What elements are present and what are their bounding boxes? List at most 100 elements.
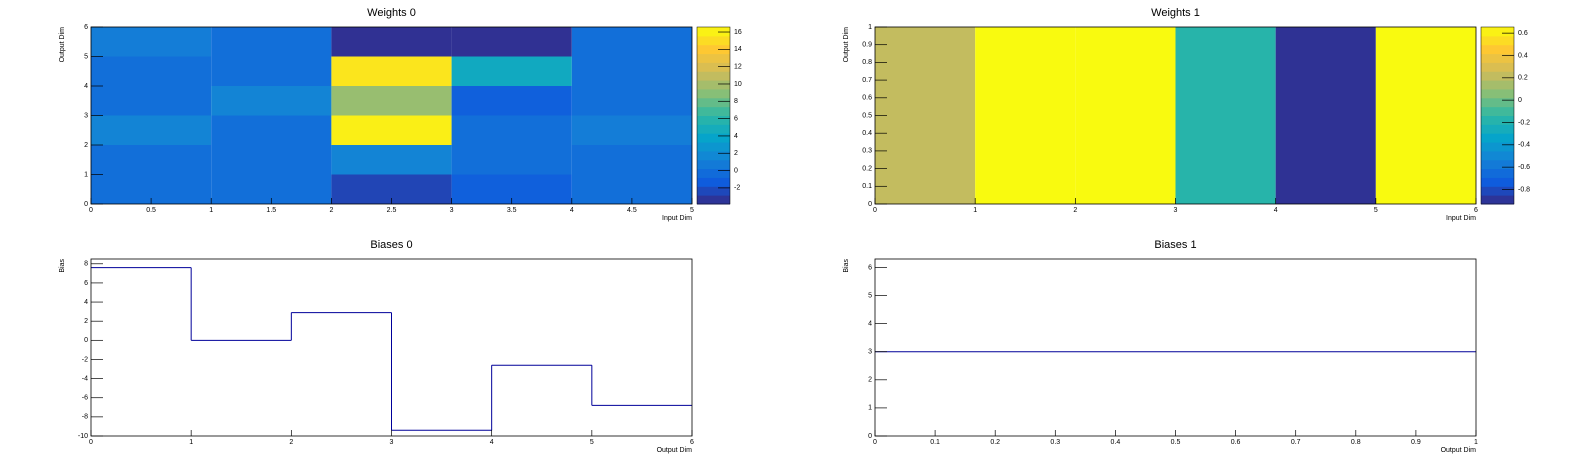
x-tick-label: 2: [289, 439, 293, 446]
heatmap-cell: [1175, 27, 1276, 204]
y-tick-label: 5: [868, 292, 872, 299]
x-tick-label: 2.5: [387, 207, 397, 214]
colorbar-band: [697, 62, 730, 72]
y-tick-label: 8: [84, 261, 88, 268]
colorbar-tick-label: 2: [734, 150, 738, 157]
heatmap-cell: [571, 86, 692, 116]
y-tick-label: 2: [868, 377, 872, 384]
y-tick-label: 0.6: [862, 95, 872, 102]
colorbar-tick-label: 0.4: [1518, 52, 1528, 59]
y-tick-label: 6: [84, 280, 88, 287]
heatmap-cell: [211, 56, 332, 86]
colorbar-tick-label: -2: [734, 185, 740, 192]
x-tick-label: 3: [390, 439, 394, 446]
colorbar-tick-label: 16: [734, 29, 742, 36]
y-tick-label: 0: [868, 201, 872, 208]
y-tick-label: 4: [84, 83, 88, 90]
heatmap-cell: [1075, 27, 1176, 204]
heatmap-cell: [451, 56, 572, 86]
x-tick-label: 0.6: [1231, 439, 1241, 446]
x-tick-label: 1: [1474, 439, 1478, 446]
x-tick-label: 3: [450, 207, 454, 214]
y-tick-label: 1: [868, 405, 872, 412]
colorbar-band: [1481, 168, 1514, 178]
y-axis-label: Output Dim: [843, 27, 850, 63]
x-tick-label: 0.1: [930, 439, 940, 446]
x-tick-label: 0.8: [1351, 439, 1361, 446]
x-tick-label: 4.5: [627, 207, 637, 214]
y-tick-label: -8: [82, 414, 88, 421]
colorbar-band: [697, 142, 730, 152]
colorbar-band: [1481, 186, 1514, 196]
x-tick-label: 3: [1174, 207, 1178, 214]
heatmap-cell: [451, 27, 572, 57]
x-tick-label: 5: [590, 439, 594, 446]
colorbar-tick-label: 12: [734, 64, 742, 71]
colorbar-tick-label: -0.8: [1518, 186, 1530, 193]
x-tick-label: 0: [89, 439, 93, 446]
heatmap-cell: [1375, 27, 1476, 204]
y-tick-label: -6: [82, 395, 88, 402]
x-tick-label: 0.4: [1111, 439, 1121, 446]
heatmap-cell: [571, 56, 692, 86]
y-tick-label: 0.7: [862, 77, 872, 84]
colorbar-band: [697, 97, 730, 108]
colorbar-band: [1481, 177, 1514, 187]
y-tick-label: -10: [78, 433, 88, 440]
y-axis-label: Bias: [843, 259, 850, 273]
x-axis-label: Input Dim: [662, 215, 692, 222]
colorbar-tick-label: 0.2: [1518, 75, 1528, 82]
x-tick-label: 5: [690, 207, 694, 214]
heatmap-cell: [975, 27, 1076, 204]
colorbar-band: [697, 106, 730, 116]
colorbar-band: [1481, 195, 1514, 205]
x-tick-label: 1: [209, 207, 213, 214]
colorbar-tick-label: 0: [1518, 97, 1522, 104]
x-tick-label: 0.5: [1171, 439, 1181, 446]
y-tick-label: 6: [84, 24, 88, 31]
heatmap-cell: [91, 56, 212, 86]
colorbar-band: [1481, 124, 1514, 134]
x-tick-label: 0: [89, 207, 93, 214]
y-tick-label: 0.4: [862, 130, 872, 137]
y-tick-label: 3: [868, 349, 872, 356]
colorbar-tick-label: 8: [734, 98, 738, 105]
y-tick-label: 0: [84, 201, 88, 208]
colorbar-tick-label: 0.6: [1518, 30, 1528, 37]
heatmap-cell: [451, 115, 572, 145]
colorbar-band: [697, 124, 730, 134]
y-axis-label: Bias: [59, 259, 66, 273]
y-tick-label: 6: [868, 264, 872, 271]
x-tick-label: 3.5: [507, 207, 517, 214]
y-tick-label: 4: [84, 299, 88, 306]
y-tick-label: 3: [84, 112, 88, 119]
y-tick-label: 1: [84, 171, 88, 178]
x-tick-label: 1: [189, 439, 193, 446]
x-tick-label: 0.3: [1050, 439, 1060, 446]
heatmap-cell: [331, 86, 452, 116]
colorbar-band: [697, 186, 730, 196]
colorbar-band: [1481, 133, 1514, 143]
x-tick-label: 0: [873, 439, 877, 446]
heatmap-cell: [571, 115, 692, 145]
heatmap-cell: [211, 86, 332, 116]
y-tick-label: 2: [84, 318, 88, 325]
heatmap-cell: [571, 145, 692, 175]
colorbar-band: [1481, 97, 1514, 108]
chart-title: Weights 1: [1151, 7, 1200, 19]
x-tick-label: 0.7: [1291, 439, 1301, 446]
colorbar-band: [697, 71, 730, 81]
x-tick-label: 2: [1073, 207, 1077, 214]
colorbar-band: [697, 168, 730, 178]
heatmap-cell: [331, 115, 452, 145]
heatmap-cell: [451, 86, 572, 116]
colorbar-band: [1481, 62, 1514, 72]
colorbar-band: [1481, 35, 1514, 46]
colorbar-tick-label: -0.2: [1518, 119, 1530, 126]
plot-frame: [874, 258, 1477, 437]
y-tick-label: 4: [868, 320, 872, 327]
colorbar-band: [1481, 142, 1514, 152]
x-tick-label: 4: [570, 207, 574, 214]
colorbar-band: [1481, 71, 1514, 81]
